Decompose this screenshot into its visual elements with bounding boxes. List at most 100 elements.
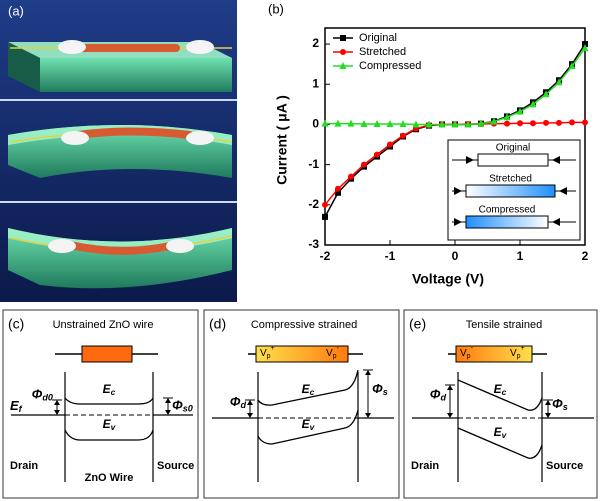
label-main: Φ	[32, 387, 43, 402]
x-tick-label: 2	[582, 249, 589, 263]
label-sub: s	[563, 402, 568, 412]
phi-d-label: Φd	[430, 387, 447, 403]
arrow-head	[247, 400, 253, 405]
panel-frame	[203, 309, 400, 499]
label-main: E	[103, 382, 112, 396]
point	[334, 119, 342, 127]
inset-bar	[465, 184, 556, 198]
point	[517, 120, 523, 127]
label-main: E	[302, 417, 311, 431]
bar-label: Vp-	[460, 345, 474, 360]
arrow-head	[165, 398, 171, 403]
panel-title: Tensile strained	[466, 319, 542, 331]
point	[386, 120, 394, 128]
x-tick-label: -2	[320, 249, 331, 263]
point	[568, 62, 576, 70]
label-sub: d	[440, 393, 446, 403]
arrow-head	[365, 370, 371, 375]
point	[477, 119, 485, 127]
bar-label: Vp+	[260, 345, 275, 360]
arrow-head	[545, 413, 551, 418]
point	[556, 119, 562, 126]
bar-label: Vp-	[326, 345, 340, 360]
point	[335, 189, 341, 196]
point	[399, 120, 407, 128]
inset-label: Original	[496, 143, 530, 154]
conduction-band	[64, 397, 154, 405]
legend-label: Original	[359, 32, 397, 44]
inset-arrow	[552, 218, 560, 226]
point	[322, 201, 328, 208]
point	[400, 132, 406, 139]
label-sub: p	[267, 353, 271, 360]
legend-marker	[340, 49, 346, 55]
device-stretched	[8, 125, 233, 178]
legend-label: Compressed	[359, 60, 421, 72]
ev-label: Ev	[103, 417, 117, 432]
x-axis-label: Voltage (V)	[412, 271, 484, 287]
point	[555, 78, 563, 86]
ev-label: Ev	[302, 417, 316, 432]
ec-label: Ec	[494, 382, 507, 397]
arrow-head	[447, 385, 453, 390]
label-sub: d	[240, 400, 246, 410]
point	[516, 107, 524, 115]
label-sub: p	[517, 353, 521, 360]
device-compressed	[8, 228, 233, 289]
label-main: Φ	[230, 394, 241, 409]
label-main: E	[302, 382, 311, 396]
conduction-band	[257, 369, 359, 406]
phi-s-label: Φs	[372, 381, 388, 397]
point	[373, 120, 381, 128]
point	[425, 120, 433, 128]
phi-s-label: Φs	[552, 396, 568, 412]
panel-label: (e)	[409, 316, 426, 332]
conduction-band	[457, 379, 543, 411]
inset-arrow	[559, 187, 567, 195]
label-main: V	[510, 348, 517, 359]
x-tick-label: 0	[452, 249, 459, 263]
point	[542, 90, 550, 98]
wire-body	[81, 345, 133, 363]
y-tick-label: 2	[312, 36, 319, 50]
point	[569, 119, 575, 126]
point	[451, 120, 459, 128]
legend-marker	[340, 35, 346, 41]
inset-bar	[465, 215, 549, 229]
y-tick-label: 0	[312, 117, 319, 131]
panel-frame	[403, 309, 598, 499]
panel-label: (d)	[209, 316, 226, 332]
x-tick-label: -1	[385, 249, 396, 263]
panel-label: (a)	[8, 3, 24, 18]
arrow-head	[54, 410, 60, 415]
inset-bar	[477, 153, 549, 167]
label-main: E	[494, 425, 503, 439]
label-main: Φ	[552, 396, 563, 411]
point	[504, 120, 510, 127]
point	[490, 117, 498, 125]
label-sup: -	[337, 345, 340, 352]
point	[582, 41, 588, 48]
valence-band	[457, 427, 543, 459]
source-label: Source	[157, 460, 194, 472]
point	[529, 100, 537, 108]
point	[387, 141, 393, 148]
label-sub: c	[502, 387, 507, 397]
label-main: Φ	[430, 387, 441, 402]
valence-band	[64, 429, 154, 441]
inset-arrow	[454, 187, 462, 195]
drain-label: Drain	[411, 460, 439, 472]
point	[581, 44, 589, 52]
point	[464, 120, 472, 128]
arrow-head	[447, 413, 453, 418]
point	[348, 173, 354, 180]
y-tick-label: -3	[308, 237, 319, 251]
inset-arrow	[466, 156, 474, 164]
label-sub: v	[502, 430, 508, 440]
panel-frame	[2, 309, 199, 499]
label-sub: v	[310, 422, 316, 432]
point	[360, 120, 368, 128]
phi-d-label: Φd	[230, 394, 247, 410]
y-axis-label: Current ( μA )	[274, 95, 290, 185]
inset-arrow	[454, 218, 462, 226]
